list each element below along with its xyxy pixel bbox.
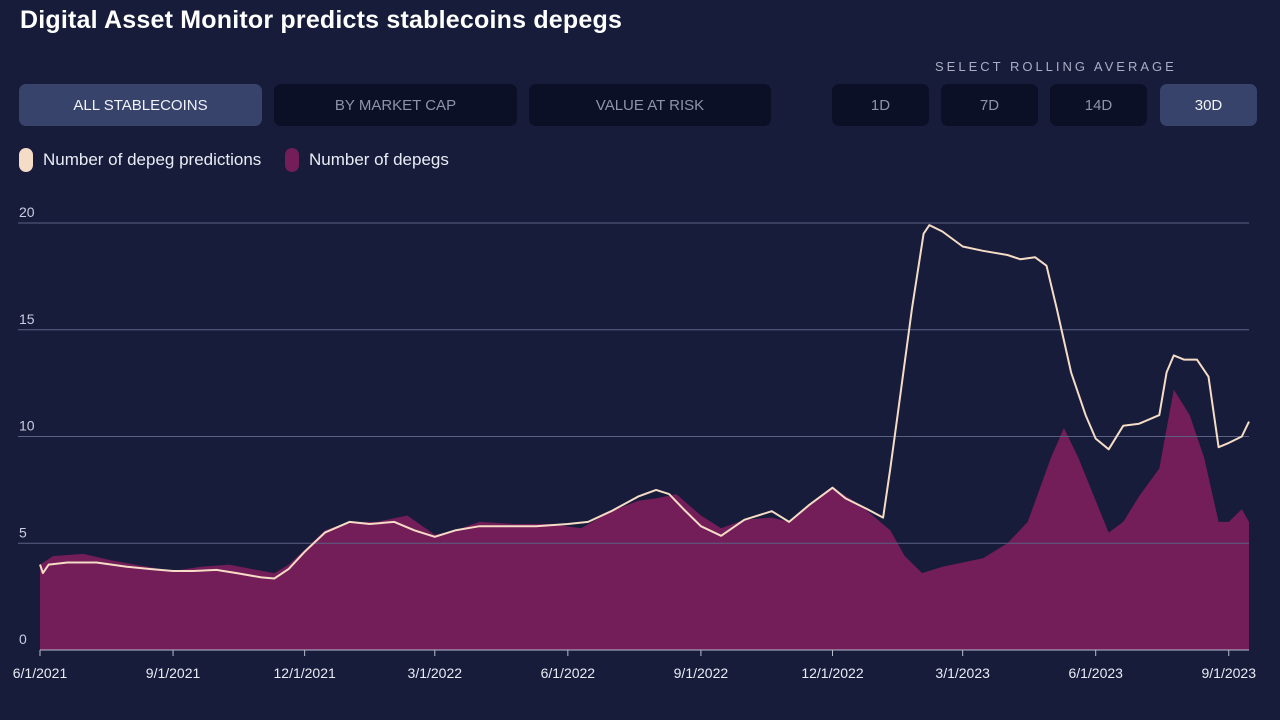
x-tick-label: 6/1/2023 [1068,665,1123,681]
y-tick-label: 10 [19,418,35,434]
x-tick-label: 12/1/2022 [801,665,863,681]
value-at-risk-button[interactable]: VALUE AT RISK [529,84,771,126]
legend-label-depegs: Number of depegs [309,150,449,169]
x-tick-label: 9/1/2023 [1202,665,1257,681]
x-tick-label: 6/1/2021 [13,665,68,681]
predictions-swatch-icon [19,148,33,172]
y-tick-label: 15 [19,311,35,327]
rolling-7d-button[interactable]: 7D [941,84,1038,126]
rolling-1d-button[interactable]: 1D [832,84,929,126]
x-tick-label: 9/1/2021 [146,665,201,681]
series-line-predictions [39,224,1250,580]
depegs-swatch-icon [285,148,299,172]
legend-item-predictions[interactable]: Number of depeg predictions [19,147,261,173]
rolling-30d-button[interactable]: 30D [1160,84,1257,126]
x-tick-label: 9/1/2022 [674,665,729,681]
x-tick-label: 3/1/2023 [935,665,990,681]
y-tick-label: 0 [19,631,27,647]
by-market-cap-button[interactable]: BY MARKET CAP [274,84,517,126]
x-tick-label: 3/1/2022 [408,665,463,681]
series-area-depegs [40,389,1249,650]
rolling-14d-button[interactable]: 14D [1050,84,1147,126]
legend-label-predictions: Number of depeg predictions [43,150,262,169]
x-tick-label: 12/1/2021 [274,665,336,681]
y-tick-label: 20 [19,204,35,220]
y-tick-label: 5 [19,524,27,540]
x-tick-label: 6/1/2022 [541,665,596,681]
all-stablecoins-button[interactable]: ALL STABLECOINS [19,84,262,126]
legend-item-depegs[interactable]: Number of depegs [285,147,449,173]
page-title: Digital Asset Monitor predicts stablecoi… [20,6,623,34]
rolling-average-label: SELECT ROLLING AVERAGE [935,59,1177,74]
